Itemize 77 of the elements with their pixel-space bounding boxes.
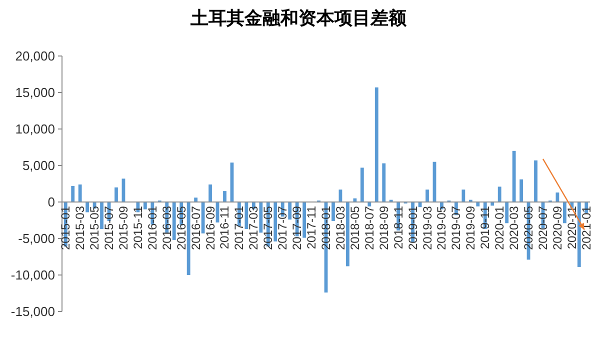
x-tick-label: 2016-03 <box>160 206 174 250</box>
bar <box>302 202 306 238</box>
bar <box>288 202 292 220</box>
x-tick-label: 2020-07 <box>536 206 550 250</box>
bar <box>498 186 502 202</box>
x-tick-label: 2018-09 <box>376 206 391 250</box>
x-tick-label: 2016-07 <box>188 206 203 250</box>
x-tick-label: 2020-03 <box>507 206 522 250</box>
bar <box>194 198 198 202</box>
x-tick-label: 2019-03 <box>420 206 434 250</box>
bar <box>114 187 118 202</box>
y-tick-label: -5,000 <box>18 231 55 246</box>
x-tick-label: 2015-07 <box>102 206 116 250</box>
x-tick-label: 2015-05 <box>88 206 102 250</box>
x-tick-label: 2020-01 <box>492 206 507 250</box>
x-tick-label: 2019-05 <box>434 206 449 250</box>
y-tick-label: -10,000 <box>10 268 55 282</box>
x-tick-label: 2015-09 <box>116 206 130 250</box>
x-tick-label: 2019-11 <box>478 206 492 250</box>
y-tick-label: 10,000 <box>15 122 55 136</box>
bar <box>462 190 466 202</box>
y-tick-label: 5,000 <box>22 158 55 173</box>
bar <box>360 168 364 202</box>
x-tick-label: 2016-11 <box>218 206 232 250</box>
x-tick-label: 2018-01 <box>319 206 333 250</box>
bar <box>512 150 516 202</box>
x-tick-label: 2019-09 <box>464 206 478 250</box>
bar <box>368 202 372 206</box>
x-tick-label: 2017-01 <box>232 206 246 250</box>
x-tick-label: 2018-11 <box>391 206 406 250</box>
x-tick-label: 2017-11 <box>304 206 319 250</box>
bar <box>244 202 248 230</box>
x-tick-label: 2016-09 <box>203 206 218 250</box>
bar <box>520 179 523 202</box>
x-tick-label: 2019-07 <box>449 206 464 250</box>
x-tick-label: 2018-07 <box>362 206 376 250</box>
x-tick-label: 2017-05 <box>261 206 276 250</box>
chart-title: 土耳其金融和资本项目差额 <box>190 8 408 29</box>
x-tick-label: 2018-03 <box>333 206 348 250</box>
bar <box>259 202 263 233</box>
bar <box>476 202 480 206</box>
bar <box>86 202 90 212</box>
bar <box>562 202 566 224</box>
y-tick-label: 15,000 <box>15 85 55 100</box>
bar <box>274 202 278 242</box>
x-tick-label: 2015-01 <box>58 206 73 250</box>
bar <box>374 87 378 202</box>
x-tick-label: 2015-03 <box>73 206 88 250</box>
y-tick-label: 0 <box>48 194 55 210</box>
y-tick-label: -15,000 <box>10 304 55 319</box>
bar <box>71 186 75 202</box>
x-tick-label: 2020-09 <box>550 206 564 250</box>
x-tick-label: 2020-11 <box>564 206 579 250</box>
x-tick-label: 2019-01 <box>406 206 420 250</box>
x-tick-label: 2017-09 <box>290 206 304 250</box>
bar <box>332 202 335 221</box>
x-tick-label: 2020-05 <box>522 206 536 250</box>
x-tick-label: 2017-07 <box>276 206 290 250</box>
bar <box>346 202 350 266</box>
x-tick-label: 2015-11 <box>130 206 145 250</box>
bar <box>208 184 212 202</box>
bar <box>100 202 104 230</box>
bar <box>382 163 386 202</box>
bar <box>534 160 538 202</box>
x-tick-label: 2017-03 <box>246 206 261 250</box>
x-tick-label: 2016-01 <box>145 206 160 250</box>
x-tick-label: 2021-01 <box>579 206 594 250</box>
x-tick-label: 2018-05 <box>348 206 362 250</box>
bar <box>143 202 147 210</box>
bar <box>172 202 176 240</box>
bar <box>78 184 82 202</box>
x-tick-label: 2016-05 <box>174 206 188 250</box>
bar <box>223 191 226 202</box>
bar <box>186 202 190 275</box>
bar <box>426 190 429 202</box>
y-tick-label: 20,000 <box>15 48 55 64</box>
bar <box>505 202 509 224</box>
